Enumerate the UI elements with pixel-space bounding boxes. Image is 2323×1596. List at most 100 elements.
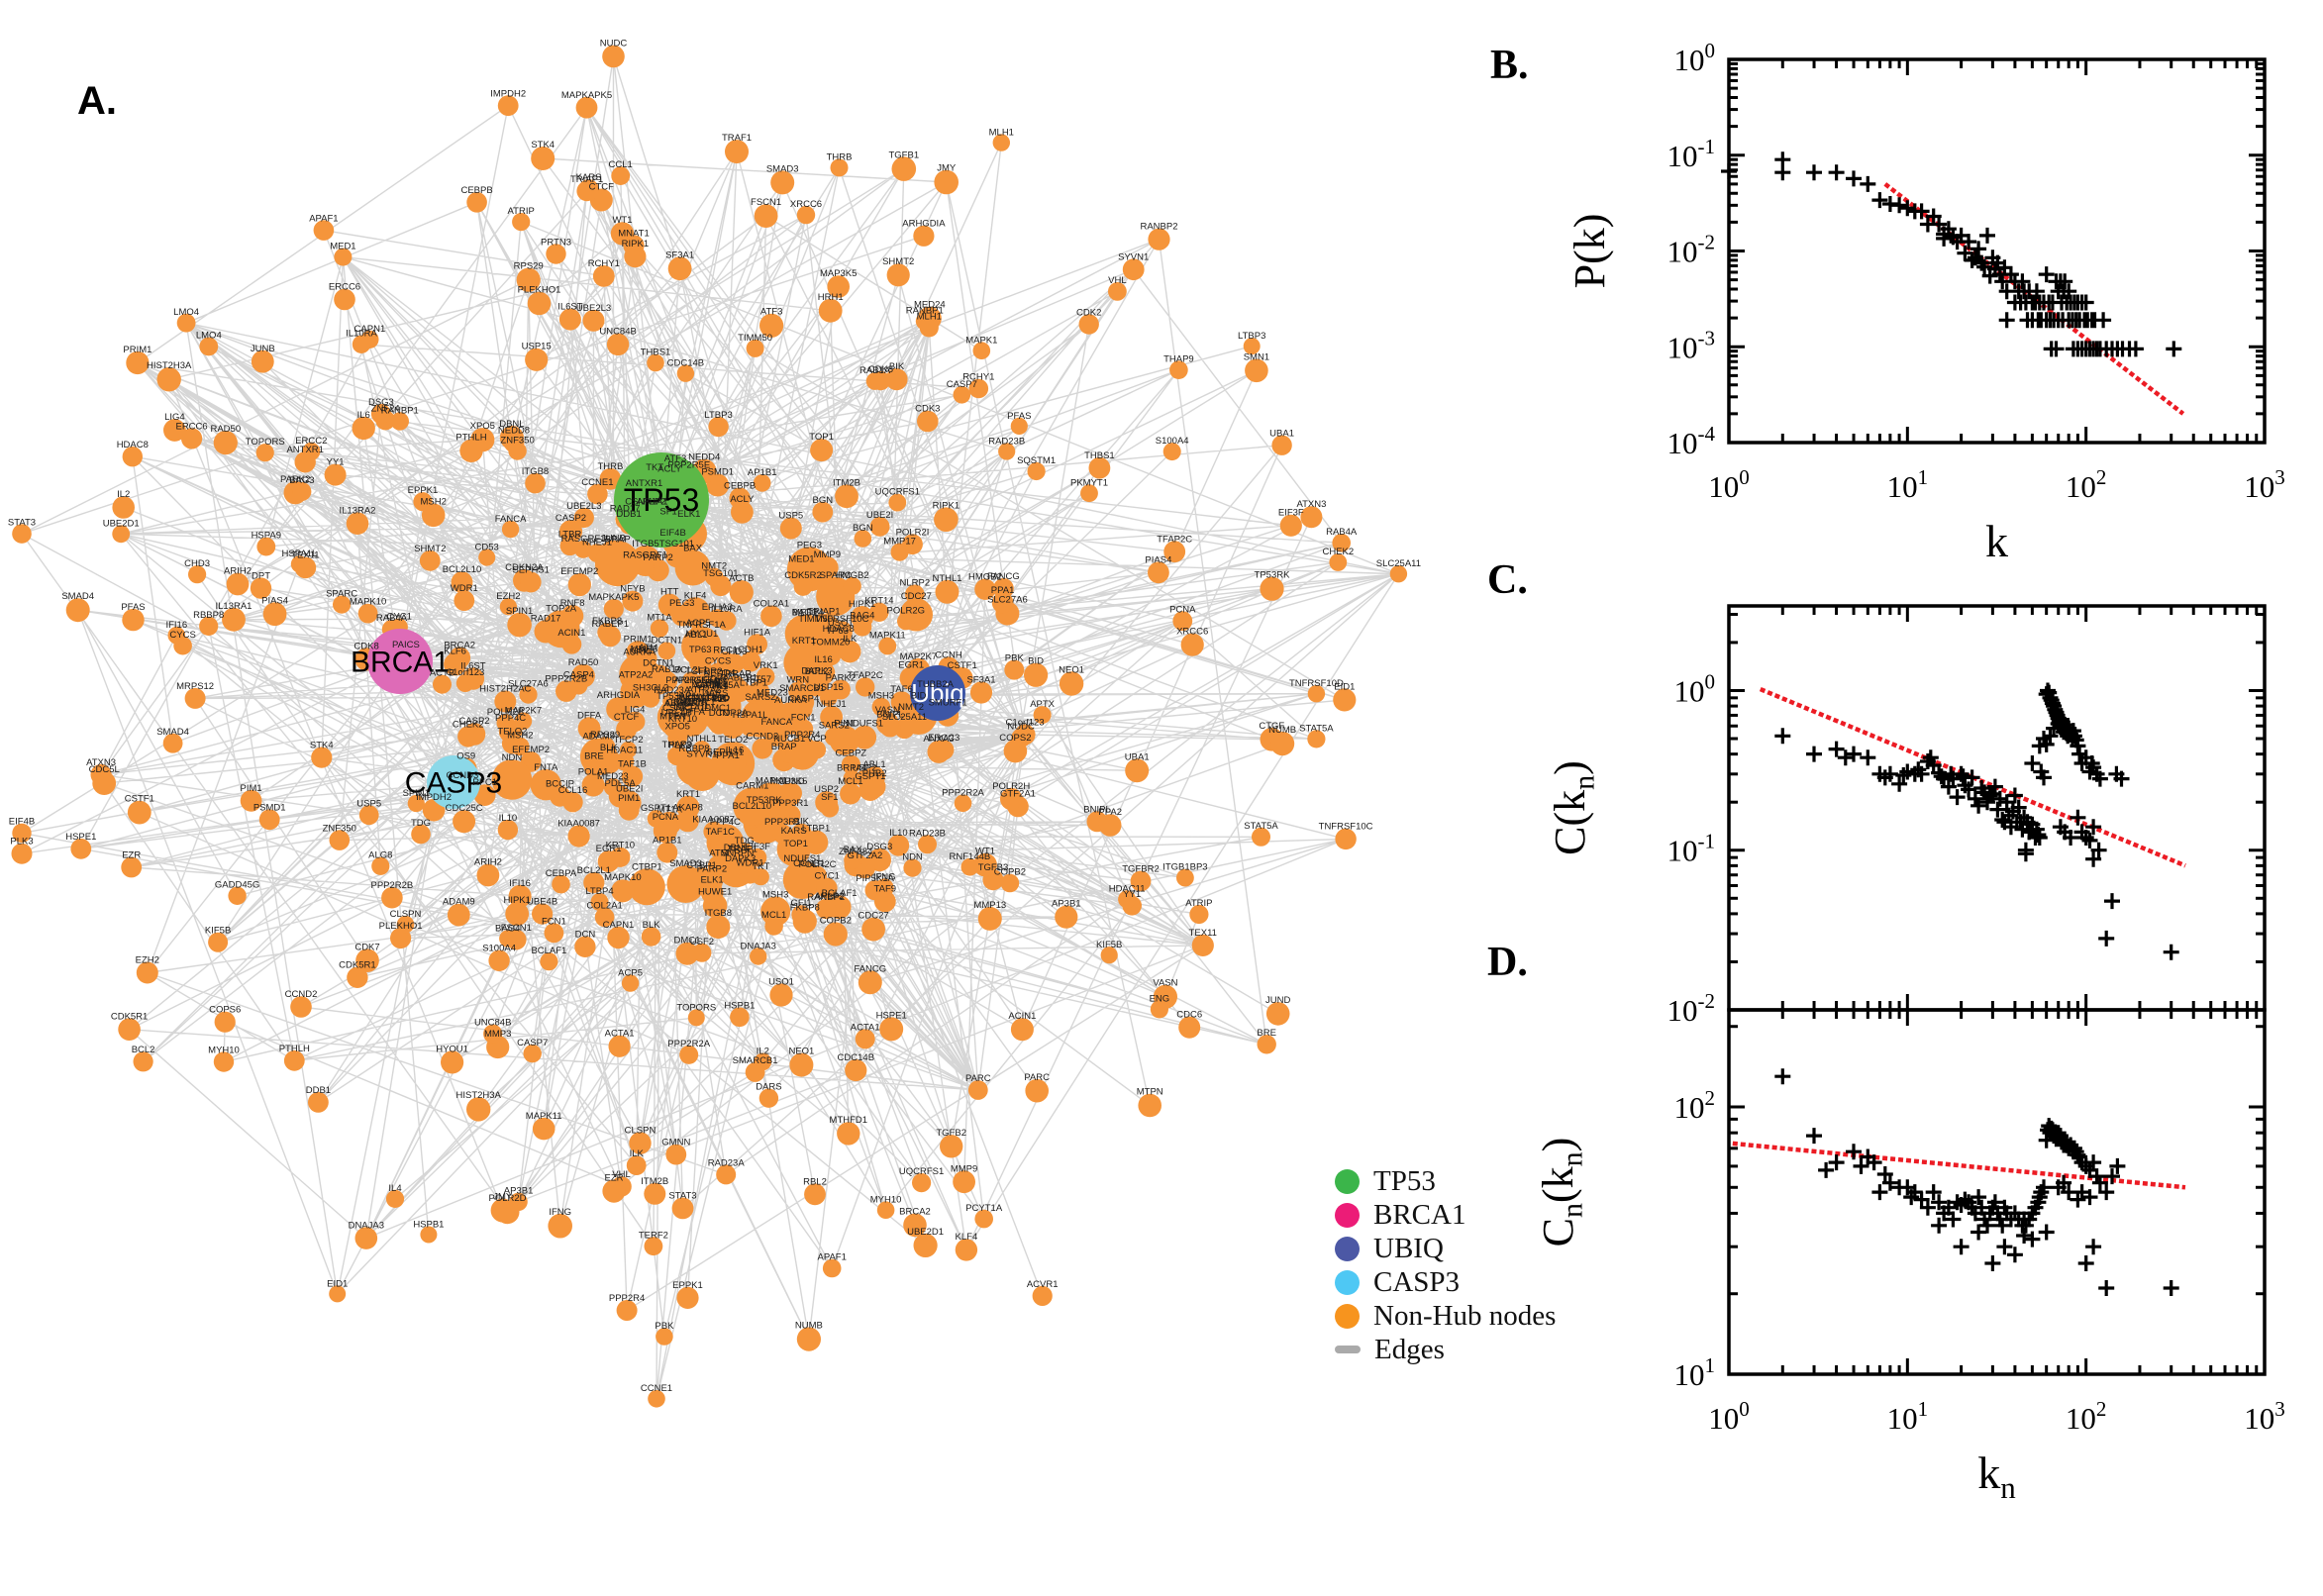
- node-label: SARS2: [819, 721, 850, 732]
- network-node: [347, 966, 368, 988]
- network-node: [830, 158, 849, 177]
- network-node: [683, 714, 703, 734]
- network-node: [818, 298, 843, 323]
- network-node: [794, 700, 813, 719]
- node-label: HSPB1: [724, 1001, 755, 1012]
- network-node: [657, 642, 676, 660]
- node-label: ATF3: [664, 453, 687, 464]
- network-node: [779, 517, 802, 540]
- node-label: TDG: [411, 818, 431, 829]
- node-label: KLF4: [684, 590, 707, 601]
- node-label: MSH3: [762, 890, 788, 901]
- node-label: POLR2C: [798, 859, 836, 870]
- network-node: [760, 605, 782, 628]
- node-label: ATRIP: [508, 206, 535, 217]
- network-node: [587, 483, 608, 505]
- network-node: [514, 712, 533, 731]
- node-label: THBS1: [641, 348, 671, 358]
- node-label: EZR: [605, 1173, 624, 1184]
- node-label: PARC: [1024, 1072, 1050, 1083]
- legend-item-ubiq: UBIQ: [1335, 1234, 1556, 1262]
- network-node: [618, 799, 640, 821]
- node-label: NHEJ1: [817, 699, 847, 710]
- node-label: RANBP1: [381, 405, 419, 416]
- svg-text:100: 100: [1674, 39, 1716, 77]
- node-label: PTHLH: [279, 1044, 310, 1054]
- network-node: [433, 674, 452, 694]
- network-node: [548, 1213, 572, 1239]
- node-label: TGFB1: [888, 150, 919, 160]
- fit-line-b: [1883, 182, 2185, 416]
- legend-label: Non-Hub nodes: [1373, 1299, 1557, 1332]
- network-node: [262, 602, 287, 627]
- network-node: [967, 1080, 988, 1100]
- node-label: DCN: [709, 708, 730, 719]
- node-label: ARIH2: [474, 857, 502, 868]
- node-label: RAB1A: [652, 664, 683, 675]
- brca1-swatch-icon: [1335, 1202, 1360, 1228]
- node-label: ACTB: [430, 668, 454, 679]
- network-node: [1000, 873, 1020, 893]
- node-label: PEG3: [669, 598, 694, 609]
- node-label: DCN: [575, 930, 596, 941]
- node-label: TFAP2C: [1157, 534, 1192, 545]
- network-node: [1148, 561, 1169, 584]
- hub-node-ubiq: [910, 665, 965, 721]
- network-node: [716, 1164, 737, 1185]
- network-node: [843, 769, 860, 787]
- node-label: VCP: [807, 734, 827, 745]
- network-node: [824, 727, 844, 747]
- node-label: AP1B1: [748, 467, 777, 478]
- network-node: [796, 205, 816, 225]
- node-label: GADD45A: [696, 680, 741, 691]
- network-node: [915, 312, 934, 331]
- node-label: HIPK1: [503, 895, 530, 906]
- node-label: MTPN: [659, 711, 686, 722]
- node-label: RAB4A: [376, 613, 408, 624]
- svg-text:100: 100: [1674, 669, 1716, 708]
- network-node: [855, 1029, 875, 1049]
- node-label: IMPDH1: [673, 701, 709, 712]
- node-label: BRE: [1257, 1028, 1276, 1039]
- node-label: TOMM20: [811, 638, 850, 648]
- panel-label-d: D.: [1487, 940, 1528, 985]
- node-label: MED24: [792, 608, 824, 619]
- node-label: HDAC11: [1109, 883, 1146, 894]
- node-label: NDN: [502, 752, 523, 763]
- node-label: EPHA3: [702, 602, 733, 613]
- node-label: BRE: [584, 751, 604, 762]
- network-node: [749, 681, 770, 702]
- network-node: [530, 769, 561, 801]
- network-node: [785, 737, 819, 770]
- network-node: [213, 1051, 235, 1072]
- network-node: [407, 794, 425, 813]
- node-label: SF3A1: [665, 249, 694, 260]
- network-node: [525, 348, 549, 371]
- node-label: RCHY1: [962, 372, 994, 383]
- node-label: BCL2: [805, 666, 829, 677]
- node-label: CASP2: [458, 716, 489, 727]
- node-label: UBE2I: [866, 510, 893, 521]
- node-label: ATXN3: [1296, 499, 1326, 510]
- legend-item-nonhub: Non-Hub nodes: [1335, 1299, 1557, 1332]
- node-label: PPP2R2A: [942, 788, 984, 799]
- node-label: PPP3R1: [772, 798, 808, 809]
- node-label: ERCC2: [295, 436, 327, 447]
- node-label: ADAM9: [443, 897, 475, 908]
- network-node: [874, 878, 894, 898]
- network-node: [856, 769, 873, 788]
- node-label: NFYB: [620, 584, 645, 595]
- network-node: [1080, 484, 1098, 503]
- node-label: IL6ST: [557, 302, 583, 313]
- network-node: [1118, 890, 1137, 909]
- network-node: [644, 1237, 663, 1256]
- node-label: HRH1: [818, 292, 844, 303]
- node-label: ARIH2: [224, 566, 252, 577]
- node-label: PPP2R4: [609, 1293, 645, 1304]
- node-label: MAP3K5: [770, 776, 808, 787]
- network-node: [597, 850, 620, 872]
- node-label: THAP9: [661, 740, 692, 750]
- network-node: [577, 717, 601, 741]
- node-label: PFAS: [1007, 411, 1031, 422]
